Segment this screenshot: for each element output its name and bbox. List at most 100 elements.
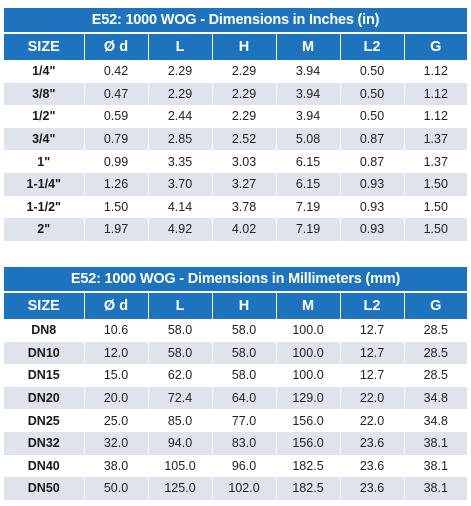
size-cell: 2" (4, 218, 85, 241)
value-cell: 129.0 (276, 386, 341, 410)
dimensions-inches-table: E52: 1000 WOG - Dimensions in Inches (in… (4, 8, 468, 241)
value-cell: 58.0 (148, 319, 213, 342)
value-cell: 38.1 (404, 431, 468, 455)
value-cell: 28.5 (404, 341, 468, 365)
value-cell: 0.99 (84, 150, 149, 173)
column-header: Ø d (84, 33, 149, 60)
value-cell: 32.0 (84, 431, 149, 455)
table-row: 1-1/2" 1.50 4.14 3.78 7.19 0.93 1.50 (4, 195, 468, 219)
value-cell: 23.6 (340, 477, 405, 500)
value-cell: 3.35 (148, 150, 213, 173)
table-row: 3/8" 0.47 2.29 2.29 3.94 0.50 1.12 (4, 82, 468, 106)
value-cell: 50.0 (84, 477, 149, 500)
value-cell: 0.59 (84, 105, 149, 128)
value-cell: 3.94 (276, 82, 341, 106)
value-cell: 4.92 (148, 218, 213, 241)
size-cell: 3/8" (4, 82, 85, 106)
value-cell: 1.50 (404, 172, 468, 196)
value-cell: 156.0 (276, 431, 341, 455)
value-cell: 64.0 (212, 386, 277, 410)
size-cell: 1" (4, 150, 85, 173)
value-cell: 6.15 (276, 150, 341, 173)
value-cell: 4.14 (148, 195, 213, 219)
value-cell: 85.0 (148, 409, 213, 432)
value-cell: 182.5 (276, 477, 341, 500)
size-cell: DN40 (4, 454, 85, 478)
value-cell: 96.0 (212, 454, 277, 478)
value-cell: 2.44 (148, 105, 213, 128)
size-cell: DN10 (4, 341, 85, 365)
table-title: E52: 1000 WOG - Dimensions in Millimeter… (4, 267, 468, 293)
value-cell: 100.0 (276, 341, 341, 365)
value-cell: 72.4 (148, 386, 213, 410)
value-cell: 25.0 (84, 409, 149, 432)
value-cell: 1.50 (84, 195, 149, 219)
value-cell: 12.7 (340, 364, 405, 387)
value-cell: 22.0 (340, 386, 405, 410)
size-cell: DN20 (4, 386, 85, 410)
size-cell: DN15 (4, 364, 85, 387)
value-cell: 2.29 (148, 60, 213, 83)
value-cell: 22.0 (340, 409, 405, 432)
value-cell: 12.7 (340, 341, 405, 365)
column-header: SIZE (4, 33, 85, 60)
table-row: DN50 50.0 125.0 102.0 182.5 23.6 38.1 (4, 477, 468, 500)
value-cell: 3.03 (212, 150, 277, 173)
size-cell: 1/2" (4, 105, 85, 128)
value-cell: 15.0 (84, 364, 149, 387)
value-cell: 2.29 (212, 60, 277, 83)
value-cell: 38.0 (84, 454, 149, 478)
column-header: Ø d (84, 292, 149, 319)
value-cell: 58.0 (212, 319, 277, 342)
value-cell: 0.87 (340, 127, 405, 151)
value-cell: 1.26 (84, 172, 149, 196)
column-header: L (148, 33, 213, 60)
dimensions-millimeters-table: E52: 1000 WOG - Dimensions in Millimeter… (4, 267, 468, 500)
value-cell: 28.5 (404, 319, 468, 342)
table-row: DN20 20.0 72.4 64.0 129.0 22.0 34.8 (4, 386, 468, 410)
value-cell: 77.0 (212, 409, 277, 432)
value-cell: 34.8 (404, 409, 468, 432)
table-row: DN8 10.6 58.0 58.0 100.0 12.7 28.5 (4, 319, 468, 342)
value-cell: 156.0 (276, 409, 341, 432)
value-cell: 58.0 (212, 341, 277, 365)
table-row: 1/4" 0.42 2.29 2.29 3.94 0.50 1.12 (4, 60, 468, 83)
value-cell: 125.0 (148, 477, 213, 500)
table-row: DN32 32.0 94.0 83.0 156.0 23.6 38.1 (4, 431, 468, 455)
value-cell: 2.85 (148, 127, 213, 151)
size-cell: 1/4" (4, 60, 85, 83)
column-header: SIZE (4, 292, 85, 319)
value-cell: 38.1 (404, 477, 468, 500)
column-header: G (404, 33, 468, 60)
value-cell: 0.93 (340, 195, 405, 219)
column-header: H (212, 292, 277, 319)
value-cell: 3.94 (276, 60, 341, 83)
value-cell: 28.5 (404, 364, 468, 387)
value-cell: 5.08 (276, 127, 341, 151)
column-header: H (212, 33, 277, 60)
value-cell: 23.6 (340, 431, 405, 455)
value-cell: 34.8 (404, 386, 468, 410)
value-cell: 58.0 (148, 341, 213, 365)
value-cell: 1.37 (404, 150, 468, 173)
table-row: 2" 1.97 4.92 4.02 7.19 0.93 1.50 (4, 218, 468, 241)
value-cell: 58.0 (212, 364, 277, 387)
value-cell: 182.5 (276, 454, 341, 478)
table-row: 3/4" 0.79 2.85 2.52 5.08 0.87 1.37 (4, 127, 468, 151)
value-cell: 20.0 (84, 386, 149, 410)
value-cell: 3.70 (148, 172, 213, 196)
value-cell: 1.12 (404, 60, 468, 83)
value-cell: 10.6 (84, 319, 149, 342)
value-cell: 83.0 (212, 431, 277, 455)
value-cell: 3.94 (276, 105, 341, 128)
column-header: L2 (340, 33, 405, 60)
value-cell: 12.7 (340, 319, 405, 342)
value-cell: 94.0 (148, 431, 213, 455)
value-cell: 2.29 (212, 82, 277, 106)
table-row: DN25 25.0 85.0 77.0 156.0 22.0 34.8 (4, 409, 468, 432)
column-header: L (148, 292, 213, 319)
size-cell: 1-1/4" (4, 172, 85, 196)
value-cell: 0.50 (340, 82, 405, 106)
value-cell: 0.79 (84, 127, 149, 151)
column-header: M (276, 33, 341, 60)
